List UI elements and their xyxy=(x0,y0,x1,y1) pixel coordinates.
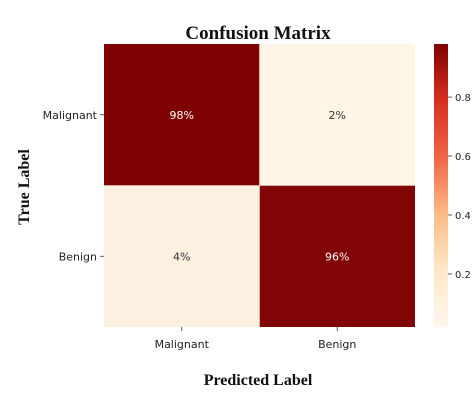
heatmap-cell xyxy=(259,185,415,327)
colorbar-tick-label: 0.4 xyxy=(455,211,471,222)
colorbar-tick-label: 0.2 xyxy=(455,270,471,281)
x-tick-label: Benign xyxy=(318,338,356,351)
heatmap-cells: 98% 2% 4% 96% Malignant Benign Malignant Benign xyxy=(43,44,415,351)
y-tick-label: Benign xyxy=(59,250,97,263)
x-tick-label: Malignant xyxy=(155,338,210,351)
chart-title: Confusion Matrix xyxy=(185,23,331,44)
colorbar-tick-label: 0.6 xyxy=(455,152,471,163)
y-axis-label: True Label xyxy=(16,149,33,225)
cell-value-label: 4% xyxy=(173,250,190,263)
cell-value-label: 96% xyxy=(325,250,349,263)
colorbar: 0.2 0.4 0.6 0.8 xyxy=(434,44,471,327)
cell-value-label: 2% xyxy=(329,109,346,122)
colorbar-tick-label: 0.8 xyxy=(455,93,471,104)
cell-value-label: 98% xyxy=(170,109,194,122)
colorbar-gradient xyxy=(434,44,448,327)
heatmap-cell xyxy=(104,44,260,186)
x-axis-label: Predicted Label xyxy=(204,372,313,389)
heatmap-cell xyxy=(104,185,260,327)
heatmap-cell xyxy=(259,44,415,186)
y-tick-label: Malignant xyxy=(43,109,98,122)
